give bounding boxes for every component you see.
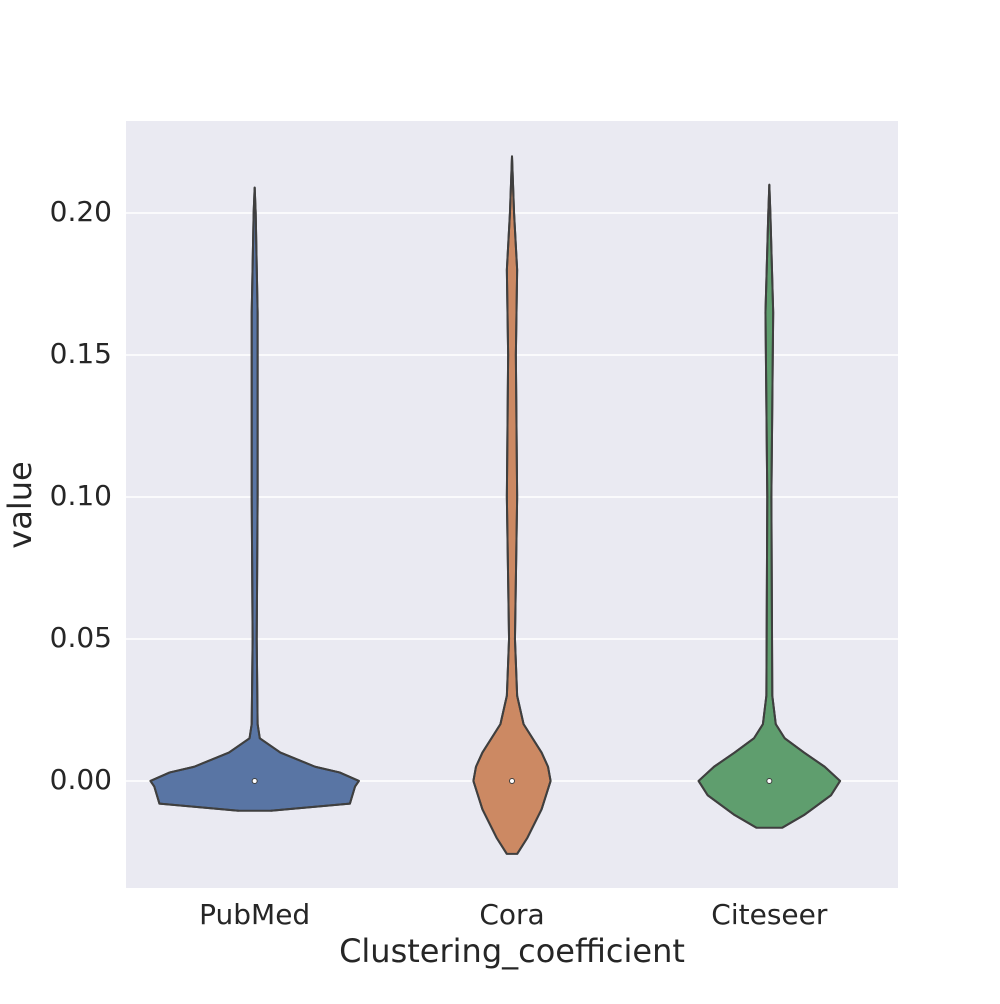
x-axis-label: Clustering_coefficient [339,932,685,970]
x-tick-label: Cora [479,898,544,931]
y-tick-label: 0.10 [50,479,112,512]
violin-right-edge [253,187,360,812]
violin-right-edge [768,184,842,829]
median-dot [766,777,773,784]
y-tick-label: 0.20 [50,195,112,228]
y-tick-label: 0.15 [50,337,112,370]
violin-left-edge [697,184,771,829]
y-tick-label: 0.05 [50,621,112,654]
violin-left-edge [149,187,256,812]
y-tick-label: 0.00 [50,763,112,796]
y-axis-label: value [1,461,39,548]
violin-left-edge [472,156,513,855]
violin-right-edge [511,156,552,855]
x-tick-label: PubMed [199,898,310,931]
median-dot [509,777,515,784]
median-dot [251,777,258,784]
x-tick-label: Citeseer [711,898,828,931]
